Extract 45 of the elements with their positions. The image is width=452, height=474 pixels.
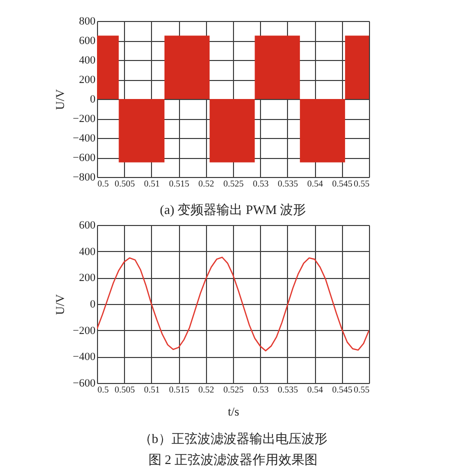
x-tick-label: 0.55 bbox=[354, 178, 370, 188]
y-tick-label: 600 bbox=[79, 220, 96, 232]
x-tick-label: 0.55 bbox=[354, 384, 370, 394]
x-tick-label: 0.505 bbox=[114, 178, 136, 188]
y-tick-label: −400 bbox=[72, 132, 96, 144]
y-tick-label: 600 bbox=[79, 35, 96, 47]
text: (a) 变频器输出 PWM 波形 bbox=[160, 202, 306, 217]
line-series bbox=[97, 256, 369, 352]
y-tick-label: 800 bbox=[79, 16, 96, 28]
x-tick-label: 0.545 bbox=[332, 384, 353, 394]
x-tick-label: 0.54 bbox=[307, 178, 324, 188]
x-tick-label: 0.525 bbox=[223, 384, 244, 394]
x-tick-label: 0.545 bbox=[332, 178, 353, 188]
x-tick-label: 0.53 bbox=[252, 384, 270, 394]
x-tick-label: 0.525 bbox=[223, 178, 244, 188]
x-tick-label: 0.5 bbox=[98, 178, 110, 188]
y-tick-label: −600 bbox=[72, 378, 96, 390]
y-tick-label: −400 bbox=[72, 351, 96, 364]
text: （b）正弦波滤波器输出电压波形 bbox=[138, 431, 328, 446]
x-tick-label: 0.515 bbox=[168, 384, 190, 394]
y-tick-label: 400 bbox=[79, 54, 96, 66]
x-tick-label: 0.53 bbox=[252, 178, 270, 188]
x-tick-label: 0.51 bbox=[144, 178, 160, 188]
x-axis-title: t/s bbox=[228, 404, 240, 418]
x-tick-label: 0.515 bbox=[168, 178, 190, 188]
x-tick-label: 0.54 bbox=[307, 384, 324, 394]
x-tick-label: 0.51 bbox=[144, 384, 160, 394]
y-axis-title: U/V bbox=[52, 294, 67, 315]
y-tick-label: 0 bbox=[90, 298, 96, 310]
y-tick-label: −800 bbox=[72, 172, 96, 184]
y-tick-label: −600 bbox=[72, 152, 96, 164]
caption: 图 2 正弦波滤波器作用效果图 bbox=[148, 452, 318, 467]
x-tick-label: 0.535 bbox=[278, 178, 299, 188]
x-tick-label: 0.5 bbox=[98, 384, 110, 394]
y-tick-label: 0 bbox=[90, 94, 96, 106]
y-tick-label: 200 bbox=[79, 272, 96, 284]
y-tick-label: 400 bbox=[79, 246, 96, 258]
x-tick-label: 0.535 bbox=[278, 384, 299, 394]
y-tick-label: 200 bbox=[79, 74, 96, 86]
y-axis-title: U/V bbox=[52, 88, 67, 110]
x-tick-label: 0.52 bbox=[198, 178, 214, 188]
y-tick-label: −200 bbox=[72, 324, 96, 337]
x-tick-label: 0.52 bbox=[198, 384, 214, 394]
x-tick-label: 0.505 bbox=[114, 384, 136, 394]
y-tick-label: −200 bbox=[72, 113, 96, 125]
